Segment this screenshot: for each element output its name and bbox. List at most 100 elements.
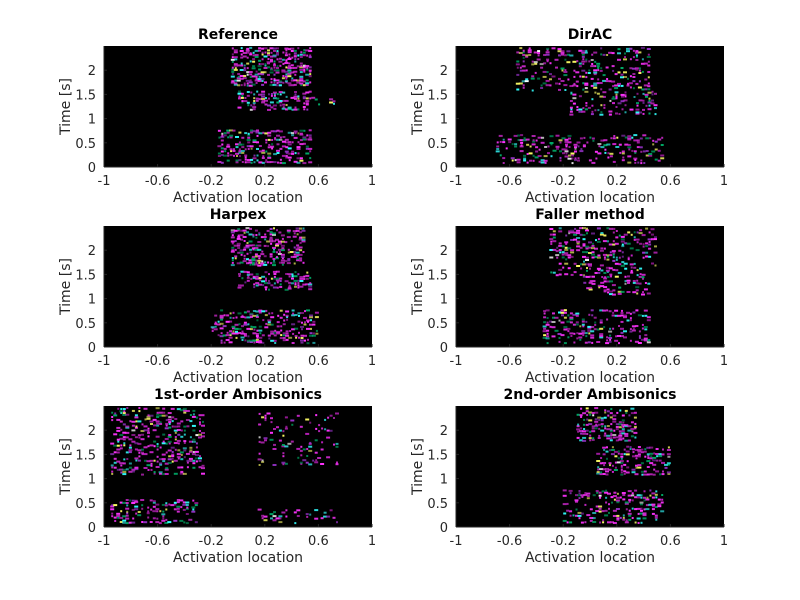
activation-cell <box>165 508 168 511</box>
activation-cell <box>265 159 268 162</box>
activation-cell <box>627 439 631 442</box>
activation-cell <box>231 68 235 71</box>
activation-cell <box>534 71 537 74</box>
activation-cell <box>306 54 309 57</box>
activation-cell <box>639 111 642 114</box>
activation-cell <box>261 73 265 76</box>
activation-cell <box>165 502 168 505</box>
activation-cell <box>287 259 291 262</box>
activation-cell <box>309 97 312 100</box>
activation-cell <box>235 161 239 164</box>
activation-cell <box>282 463 285 466</box>
activation-cell <box>258 283 263 286</box>
activation-cell <box>549 78 552 81</box>
activation-cell <box>648 503 653 506</box>
activation-cell <box>240 56 244 59</box>
activation-cell <box>578 497 581 500</box>
activation-cell <box>627 161 632 164</box>
activation-cell <box>243 82 246 85</box>
activation-cell <box>645 255 649 258</box>
activation-cell <box>117 407 120 410</box>
activation-cell <box>177 433 181 436</box>
activation-cell <box>293 160 298 163</box>
activation-cell <box>253 103 256 106</box>
activation-cell <box>220 309 224 312</box>
activation-cell <box>304 339 306 342</box>
activation-cell <box>241 277 244 280</box>
activation-cell <box>588 159 592 162</box>
activation-cell <box>279 286 283 288</box>
activation-cell <box>335 463 339 466</box>
subplot-title: DirAC <box>568 27 612 43</box>
activation-cell <box>641 448 644 451</box>
activation-cell <box>626 242 631 245</box>
activation-cell <box>298 331 300 334</box>
activation-cell <box>620 471 623 474</box>
activation-cell <box>281 247 285 250</box>
activation-cell <box>246 47 250 50</box>
activation-cell <box>587 72 591 74</box>
activation-cell <box>264 286 268 289</box>
activation-cell <box>291 342 295 344</box>
activation-cell <box>514 143 518 146</box>
activation-cell <box>634 508 638 511</box>
activation-cell <box>226 145 231 148</box>
activation-cell <box>164 522 169 524</box>
activation-cell <box>287 67 292 69</box>
activation-cell <box>246 273 250 276</box>
activation-cell <box>238 155 241 158</box>
activation-cell <box>589 267 591 270</box>
activation-cell <box>559 159 562 162</box>
activation-cell <box>641 88 645 91</box>
activation-cell <box>602 253 607 256</box>
activation-cell <box>523 157 527 160</box>
activation-cell <box>627 275 630 278</box>
activation-cell <box>631 471 636 474</box>
activation-cell <box>580 427 583 430</box>
activation-cell <box>610 428 613 431</box>
activation-cell <box>603 106 606 109</box>
activation-cell <box>232 317 235 319</box>
activation-cell <box>647 64 651 67</box>
activation-cell <box>642 243 645 246</box>
activation-cell <box>272 233 276 236</box>
activation-cell <box>603 258 606 261</box>
activation-cell <box>602 95 606 98</box>
activation-cell <box>252 332 257 335</box>
activation-cell <box>273 49 276 52</box>
activation-cell <box>588 332 591 335</box>
activation-cell <box>617 102 622 105</box>
activation-cell <box>615 426 619 428</box>
activation-cell <box>267 323 272 326</box>
activation-cell <box>537 155 542 157</box>
activation-cell <box>299 236 303 239</box>
activation-cell <box>605 470 609 473</box>
activation-cell <box>625 411 628 414</box>
activation-cell <box>611 250 616 252</box>
activation-cell <box>583 274 585 277</box>
activation-cell <box>624 95 627 98</box>
activation-cell <box>620 235 625 238</box>
activation-cell <box>270 51 273 54</box>
activation-cell <box>159 463 163 466</box>
activation-cell <box>594 407 599 410</box>
activation-cell <box>159 414 163 417</box>
activation-cell <box>523 154 527 157</box>
activation-cell <box>249 263 252 266</box>
activation-cell <box>255 277 260 280</box>
activation-cell <box>586 495 590 497</box>
activation-cell <box>528 47 531 50</box>
activation-cell <box>565 234 568 237</box>
activation-cell <box>279 158 282 161</box>
activation-cell <box>639 273 642 276</box>
activation-cell <box>633 416 637 419</box>
activation-cell <box>546 329 550 332</box>
activation-cell <box>299 227 303 230</box>
activation-cell <box>636 517 641 520</box>
activation-cell <box>246 159 251 161</box>
activation-cell <box>192 438 196 441</box>
activation-cell <box>225 320 230 323</box>
activation-cell <box>165 424 168 427</box>
activation-cell <box>170 407 175 410</box>
activation-cell <box>619 151 622 154</box>
